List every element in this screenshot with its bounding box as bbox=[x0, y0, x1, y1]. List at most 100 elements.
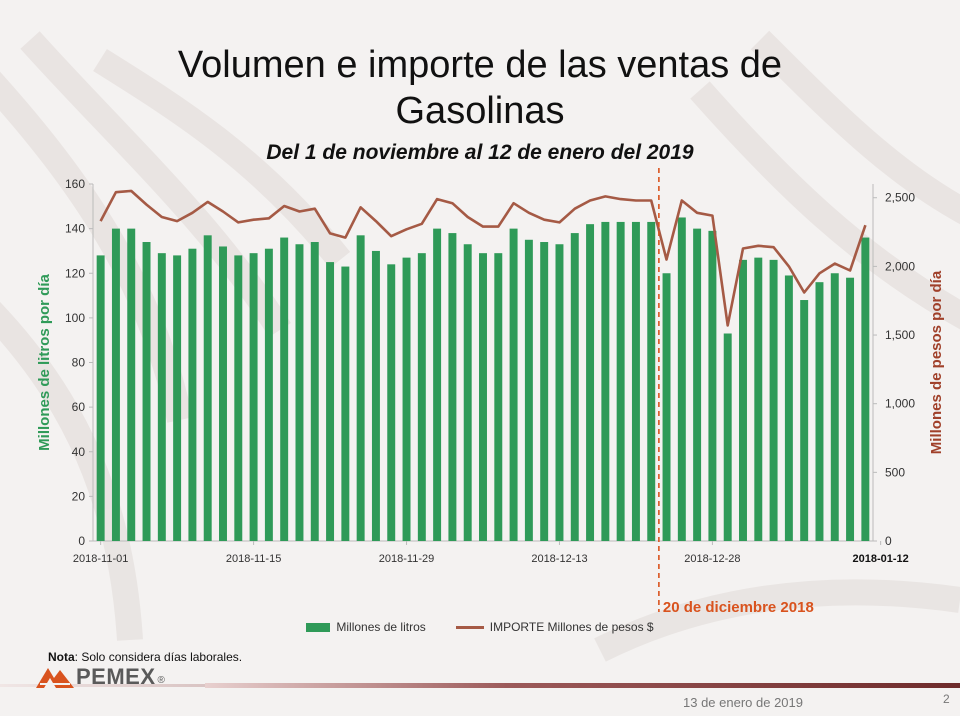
bar-litros bbox=[387, 264, 396, 541]
left-tick-label: 80 bbox=[72, 356, 86, 370]
bar-litros bbox=[784, 275, 793, 541]
bar-litros bbox=[479, 253, 487, 541]
line-importe bbox=[99, 189, 867, 327]
bar-litros bbox=[448, 233, 457, 541]
footer-rule-left bbox=[0, 684, 205, 687]
x-tick-label: 2018-11-15 bbox=[226, 553, 281, 565]
bar-litros bbox=[417, 253, 426, 541]
page-number: 2 bbox=[943, 692, 950, 706]
bar-litros bbox=[555, 244, 564, 541]
bar-litros bbox=[219, 246, 227, 541]
x-tick-label: 2018-11-29 bbox=[379, 553, 434, 565]
left-tick-label: 20 bbox=[72, 489, 86, 503]
logo-registered: ® bbox=[157, 674, 165, 686]
legend-swatch-bar bbox=[306, 622, 331, 632]
x-tick-label: 2018-11-01 bbox=[73, 553, 128, 565]
bar-litros bbox=[96, 255, 105, 541]
bar-litros bbox=[111, 228, 120, 541]
x-tick-label: 2018-12-13 bbox=[531, 553, 587, 565]
pemex-logo: PEMEX ® bbox=[34, 664, 165, 690]
right-tick-label: 0 bbox=[885, 534, 892, 548]
bar-litros bbox=[540, 242, 549, 541]
bar-litros bbox=[127, 228, 136, 541]
left-tick-label: 0 bbox=[78, 534, 85, 548]
bar-litros bbox=[631, 221, 640, 541]
bar-litros bbox=[234, 255, 243, 541]
title-line-1: Volumen e importe de las ventas de bbox=[177, 44, 783, 86]
left-tick-label: 160 bbox=[65, 177, 85, 191]
x-tick-label: 2018-01-12 bbox=[853, 553, 909, 565]
bar-litros bbox=[173, 255, 182, 541]
bar-litros bbox=[846, 277, 855, 541]
bar-litros bbox=[295, 244, 304, 541]
legend-label-litros: Millones de litros bbox=[336, 620, 426, 634]
bar-litros bbox=[861, 237, 870, 542]
bar-litros bbox=[601, 221, 610, 541]
bar-litros bbox=[280, 237, 289, 542]
bar-litros bbox=[341, 266, 350, 541]
bar-litros bbox=[723, 333, 732, 541]
logo-text: PEMEX bbox=[76, 664, 156, 689]
bar-litros bbox=[142, 242, 151, 541]
slide-subtitle: Del 1 de noviembre al 12 de enero del 20… bbox=[266, 141, 694, 164]
bar-litros bbox=[830, 273, 839, 541]
bar-litros bbox=[264, 248, 273, 542]
bar-litros bbox=[586, 224, 595, 541]
footnote-text: : Solo considera días laborales. bbox=[74, 650, 243, 664]
legend-label-importe: IMPORTE Millones de pesos $ bbox=[489, 620, 654, 634]
bar-litros bbox=[677, 217, 686, 541]
bar-litros bbox=[708, 230, 717, 541]
bar-litros bbox=[739, 259, 747, 541]
left-tick-label: 100 bbox=[65, 311, 85, 325]
left-tick-label: 40 bbox=[72, 445, 86, 459]
right-tick-label: 2,000 bbox=[885, 259, 915, 273]
right-tick-label: 2,500 bbox=[885, 191, 915, 205]
bar-litros bbox=[249, 253, 258, 541]
right-tick-label: 1,500 bbox=[885, 328, 915, 342]
bar-litros bbox=[494, 253, 503, 541]
footer-date: 13 de enero de 2019 bbox=[683, 695, 803, 710]
bar-litros bbox=[371, 250, 380, 541]
bar-litros bbox=[570, 233, 579, 541]
bar-litros bbox=[524, 239, 533, 541]
bar-litros bbox=[800, 300, 809, 541]
bar-litros bbox=[310, 242, 319, 541]
footnote-label: Nota bbox=[48, 650, 75, 664]
bar-litros bbox=[433, 228, 442, 541]
right-tick-label: 1,000 bbox=[885, 397, 915, 411]
bar-litros bbox=[188, 248, 197, 542]
right-tick-label: 500 bbox=[885, 465, 905, 479]
slide-title: Volumen e importe de las ventas de Gasol… bbox=[0, 42, 960, 134]
left-tick-label: 120 bbox=[65, 266, 85, 280]
bar-litros bbox=[815, 282, 824, 541]
bar-litros bbox=[662, 273, 671, 541]
bar-litros bbox=[326, 262, 335, 541]
bar-litros bbox=[616, 221, 625, 541]
bar-litros bbox=[509, 228, 518, 541]
bar-litros bbox=[754, 257, 763, 541]
left-tick-label: 60 bbox=[72, 400, 86, 414]
bar-litros bbox=[769, 259, 778, 541]
chart-legend: Millones de litros IMPORTE Millones de p… bbox=[0, 620, 960, 634]
legend-swatch-line bbox=[455, 625, 484, 629]
marker-label: 20 de diciembre 2018 bbox=[663, 599, 814, 616]
x-tick-label: 2018-12-28 bbox=[684, 553, 740, 565]
bar-litros bbox=[203, 235, 212, 541]
right-axis-title: Millones de pesos por día bbox=[928, 270, 945, 454]
footnote: Nota: Solo considera días laborales. bbox=[48, 650, 242, 664]
title-line-2: Gasolinas bbox=[395, 90, 565, 132]
left-tick-label: 140 bbox=[65, 222, 85, 236]
bar-litros bbox=[693, 228, 702, 541]
footer-rule bbox=[205, 683, 960, 688]
bar-litros bbox=[356, 235, 365, 541]
legend-item-litros: Millones de litros bbox=[306, 620, 426, 634]
left-axis-title: Millones de litros por día bbox=[36, 274, 53, 451]
bar-litros bbox=[157, 253, 166, 541]
bar-litros bbox=[402, 257, 411, 541]
bar-litros bbox=[463, 244, 472, 541]
legend-item-importe: IMPORTE Millones de pesos $ bbox=[455, 620, 654, 634]
pemex-flame-icon bbox=[36, 668, 74, 688]
bar-litros bbox=[647, 221, 656, 541]
